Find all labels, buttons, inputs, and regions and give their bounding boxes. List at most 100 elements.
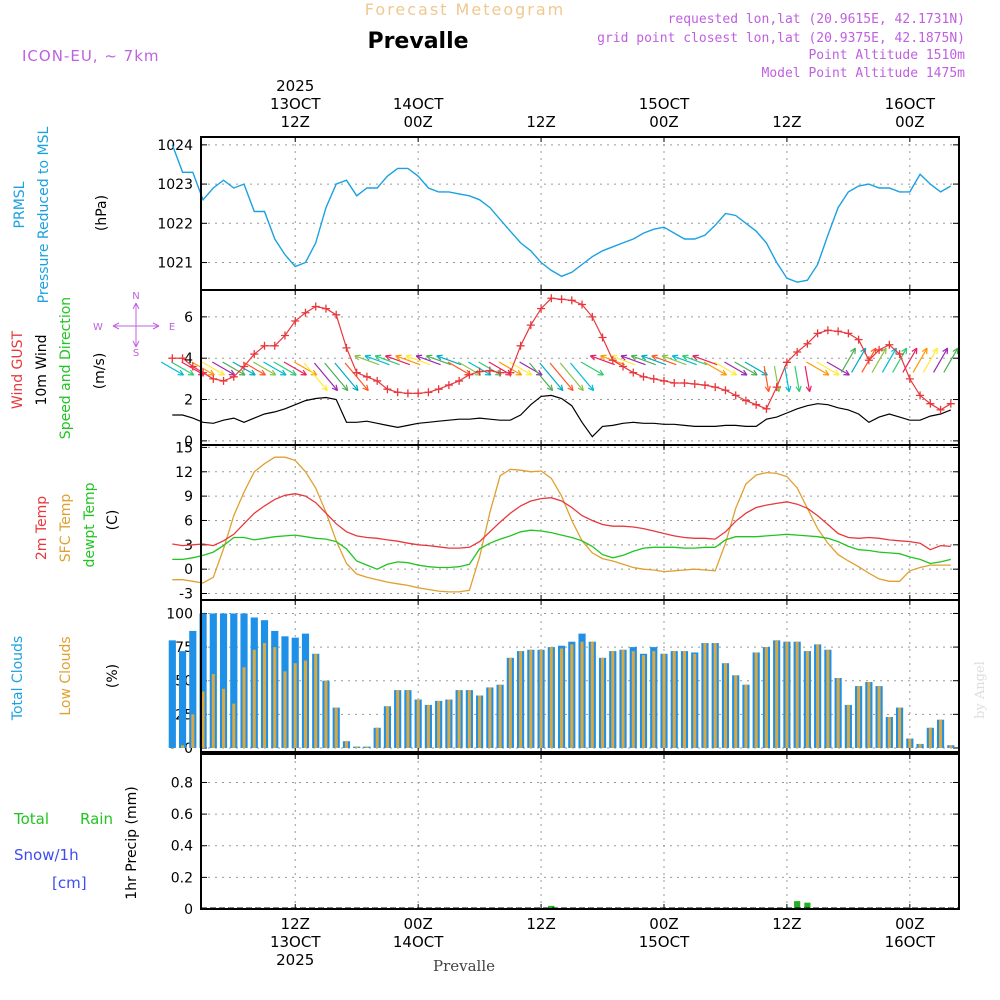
- low-cloud-bar: [723, 663, 727, 748]
- low-cloud-bar: [232, 703, 236, 748]
- cloud-labels: Total Clouds Low Clouds (%): [10, 636, 121, 721]
- pressure-line: [171, 144, 952, 283]
- time-label: 00Z: [403, 113, 432, 131]
- low-cloud-bar: [355, 746, 359, 748]
- total-cloud-bar: [199, 613, 207, 748]
- wind-arrow: [273, 361, 297, 376]
- precip-snow-unit: [cm]: [52, 874, 87, 892]
- low-cloud-bar: [918, 743, 922, 748]
- credit-watermark: by Angel: [973, 661, 988, 719]
- gust-marker: [250, 350, 259, 359]
- gust-marker: [936, 405, 945, 414]
- gust-marker: [782, 358, 791, 367]
- time-label: 00Z: [649, 113, 678, 131]
- gust-marker: [670, 379, 679, 387]
- gust-marker: [403, 389, 412, 398]
- wind-arrow-shaft: [826, 361, 850, 376]
- low-cloud-bar: [437, 700, 441, 748]
- y-tick-label: 6: [184, 513, 193, 529]
- gust-marker: [598, 333, 607, 342]
- wind-arrow: [364, 354, 390, 366]
- wind-arrow-shaft: [933, 347, 949, 373]
- gust-marker: [506, 368, 515, 377]
- low-cloud-bar: [641, 655, 646, 748]
- time-label: 00Z: [895, 113, 924, 131]
- wind-arrow-head: [795, 385, 802, 393]
- gust-marker: [342, 343, 351, 352]
- wind-arrow-shaft: [724, 361, 748, 376]
- wind-arrow: [242, 361, 267, 376]
- wind-arrow-shaft: [324, 362, 349, 391]
- low-cloud-bar: [744, 684, 748, 748]
- wind-arrow: [344, 362, 369, 392]
- wind-arrow-head: [682, 354, 689, 361]
- low-cloud-bar: [928, 727, 932, 748]
- grid-point-coords: grid point closest lon,lat (20.9375E, 42…: [597, 31, 965, 46]
- gust-marker: [188, 362, 197, 371]
- wind-arrow: [498, 361, 523, 376]
- wind-arrow-shaft: [570, 362, 595, 391]
- gust-marker: [813, 329, 822, 338]
- wind-arrow-shaft: [375, 355, 400, 366]
- low-cloud-bar: [805, 651, 809, 748]
- gust-marker: [280, 331, 289, 340]
- wind-arrow-head: [546, 384, 554, 392]
- gust-marker: [619, 362, 628, 371]
- wind-arrow-shaft: [222, 361, 246, 376]
- gust-marker: [516, 341, 525, 350]
- wind-arrow: [580, 361, 605, 376]
- sfc-temp-line: [172, 456, 951, 593]
- gust-marker: [916, 391, 925, 400]
- wind-arrow-shaft: [651, 355, 677, 366]
- pressure-name-label: PRMSL: [12, 181, 28, 228]
- point-altitude: Point Altitude 1510m: [808, 48, 965, 63]
- wind-arrow-head: [833, 369, 840, 376]
- y-tick-label: 1021: [157, 256, 193, 272]
- time-label: 12Z: [281, 113, 310, 131]
- panel-frame: [200, 753, 960, 910]
- wind-arrow-shaft: [364, 355, 390, 366]
- precip-snow-label: Snow/1h: [14, 846, 79, 864]
- wind-arrow: [313, 362, 339, 392]
- wind-arrow: [763, 365, 771, 393]
- wind-arrow-head: [805, 385, 812, 393]
- gust-marker: [680, 379, 689, 387]
- low-cloud-bar: [283, 671, 287, 748]
- low-cloud-bar: [631, 651, 635, 748]
- time-label: 13OCT: [270, 95, 321, 113]
- low-cloud-bar: [334, 707, 338, 748]
- wind-arrow-head: [331, 384, 339, 392]
- wind-arrow-head: [651, 354, 658, 361]
- y-tick-label: 0.4: [171, 839, 193, 855]
- gust-marker: [291, 317, 300, 325]
- total-cloud-bar: [168, 640, 176, 748]
- low-cloud-bar: [713, 643, 717, 748]
- y-tick-label: 6: [184, 310, 193, 326]
- wind-arrow-head: [620, 354, 628, 361]
- wind-arrow: [840, 347, 856, 373]
- gust-marker: [301, 308, 310, 317]
- wind-arrow: [171, 361, 195, 376]
- wind-arrow: [734, 361, 758, 376]
- wind-arrow: [385, 354, 411, 366]
- gust-marker: [578, 300, 587, 309]
- gust-marker: [362, 372, 371, 381]
- panel-frame: [200, 599, 960, 753]
- wind-arrow-shaft: [539, 362, 564, 391]
- time-label: 00Z: [403, 915, 432, 933]
- gust-marker: [496, 368, 505, 377]
- wind-arrow-shaft: [171, 361, 195, 376]
- wind-arrow-shaft: [763, 365, 770, 392]
- wind-arrow: [620, 354, 646, 366]
- low-cloud-bar: [488, 687, 492, 748]
- gust-marker: [629, 368, 638, 377]
- wind-arrow: [806, 361, 830, 376]
- wind-arrow: [436, 354, 462, 366]
- low-cloud-bar: [652, 651, 656, 748]
- wind-arrow-shaft: [273, 361, 297, 376]
- wind-arrow-shaft: [559, 362, 584, 391]
- gust-marker: [352, 368, 361, 377]
- time-label: 12Z: [526, 915, 555, 933]
- wind-arrow-head: [880, 347, 887, 355]
